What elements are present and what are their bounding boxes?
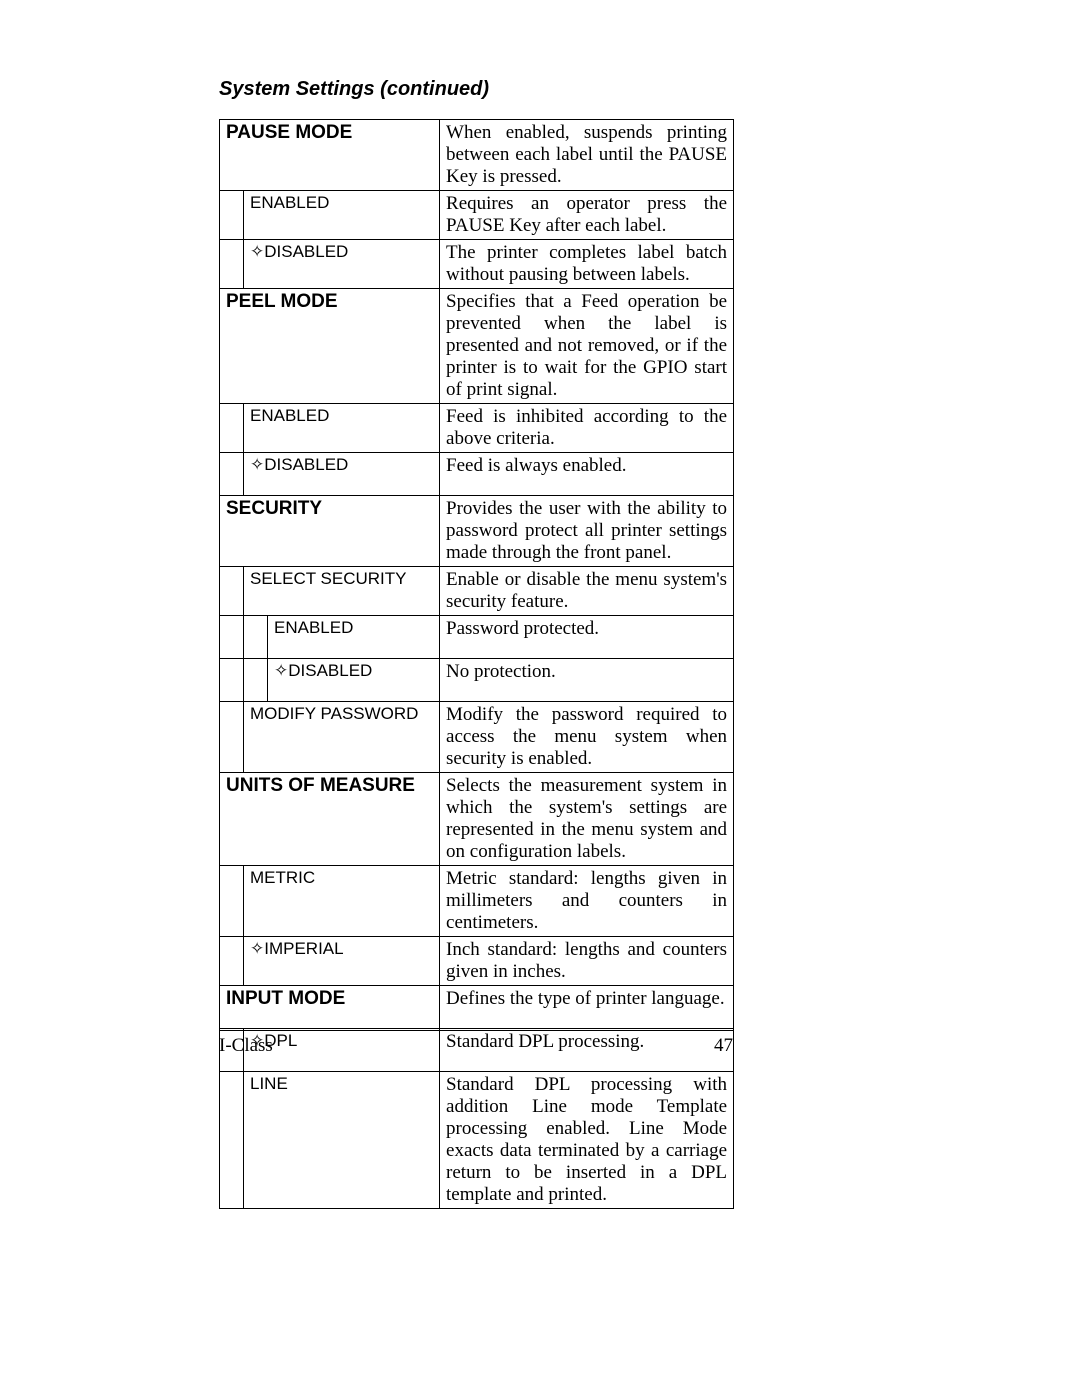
row-security-enabled: ENABLED Password protected. <box>220 616 734 659</box>
peel-disabled-label: ✧DISABLED <box>244 453 440 496</box>
indent-cell <box>220 659 244 702</box>
diamond-icon: ✧ <box>250 242 264 261</box>
row-peel-mode: PEEL MODE Specifies that a Feed operatio… <box>220 289 734 404</box>
footer-rule <box>219 1030 733 1031</box>
indent-cell <box>220 702 244 773</box>
units-desc: Selects the measurement system in which … <box>440 773 734 866</box>
row-modify-password: MODIFY PASSWORD Modify the password requ… <box>220 702 734 773</box>
row-input-mode: INPUT MODE Defines the type of printer l… <box>220 986 734 1029</box>
row-security-disabled: ✧DISABLED No protection. <box>220 659 734 702</box>
row-select-security: SELECT SECURITY Enable or disable the me… <box>220 567 734 616</box>
units-label: UNITS OF MEASURE <box>220 773 440 866</box>
input-mode-label: INPUT MODE <box>220 986 440 1029</box>
modify-password-desc: Modify the password required to access t… <box>440 702 734 773</box>
peel-disabled-desc: Feed is always enabled. <box>440 453 734 496</box>
security-desc: Provides the user with the ability to pa… <box>440 496 734 567</box>
row-peel-disabled: ✧DISABLED Feed is always enabled. <box>220 453 734 496</box>
select-security-label: SELECT SECURITY <box>244 567 440 616</box>
line-label: LINE <box>244 1072 440 1209</box>
page: System Settings (continued) PAUSE MODE W… <box>0 0 1080 1397</box>
indent-cell <box>220 937 244 986</box>
imperial-label: ✧IMPERIAL <box>244 937 440 986</box>
security-disabled-label: ✧DISABLED <box>268 659 440 702</box>
footer-right: 47 <box>714 1035 733 1057</box>
indent-cell <box>220 240 244 289</box>
security-label: SECURITY <box>220 496 440 567</box>
row-security: SECURITY Provides the user with the abil… <box>220 496 734 567</box>
row-pause-enabled: ENABLED Requires an operator press the P… <box>220 191 734 240</box>
peel-mode-desc: Specifies that a Feed operation be preve… <box>440 289 734 404</box>
indent-cell <box>220 191 244 240</box>
pause-mode-label: PAUSE MODE <box>220 120 440 191</box>
diamond-icon: ✧ <box>250 939 264 958</box>
metric-desc: Metric standard: lengths given in millim… <box>440 866 734 937</box>
indent-cell <box>220 404 244 453</box>
input-mode-desc: Defines the type of printer language. <box>440 986 734 1029</box>
footer: I-Class 47 <box>219 1030 733 1057</box>
footer-left: I-Class <box>219 1035 273 1057</box>
pause-enabled-label: ENABLED <box>244 191 440 240</box>
peel-enabled-label: ENABLED <box>244 404 440 453</box>
security-enabled-desc: Password protected. <box>440 616 734 659</box>
peel-mode-label: PEEL MODE <box>220 289 440 404</box>
row-pause-mode: PAUSE MODE When enabled, suspends printi… <box>220 120 734 191</box>
page-title: System Settings (continued) <box>219 78 1080 101</box>
row-peel-enabled: ENABLED Feed is inhibited according to t… <box>220 404 734 453</box>
row-units: UNITS OF MEASURE Selects the measurement… <box>220 773 734 866</box>
pause-enabled-desc: Requires an operator press the PAUSE Key… <box>440 191 734 240</box>
metric-label: METRIC <box>244 866 440 937</box>
row-line: LINE Standard DPL processing with additi… <box>220 1072 734 1209</box>
peel-enabled-desc: Feed is inhibited according to the above… <box>440 404 734 453</box>
line-desc: Standard DPL processing with addition Li… <box>440 1072 734 1209</box>
pause-mode-desc: When enabled, suspends printing between … <box>440 120 734 191</box>
diamond-icon: ✧ <box>250 455 264 474</box>
row-metric: METRIC Metric standard: lengths given in… <box>220 866 734 937</box>
imperial-desc: Inch standard: lengths and counters give… <box>440 937 734 986</box>
pause-disabled-desc: The printer completes label batch withou… <box>440 240 734 289</box>
security-enabled-label: ENABLED <box>268 616 440 659</box>
row-imperial: ✧IMPERIAL Inch standard: lengths and cou… <box>220 937 734 986</box>
indent-cell <box>220 866 244 937</box>
modify-password-label: MODIFY PASSWORD <box>244 702 440 773</box>
indent-cell <box>220 616 244 659</box>
pause-disabled-label: ✧DISABLED <box>244 240 440 289</box>
row-pause-disabled: ✧DISABLED The printer completes label ba… <box>220 240 734 289</box>
indent-cell <box>220 453 244 496</box>
indent-cell-2 <box>244 616 268 659</box>
diamond-icon: ✧ <box>274 661 288 680</box>
select-security-desc: Enable or disable the menu system's secu… <box>440 567 734 616</box>
indent-cell <box>220 567 244 616</box>
indent-cell <box>220 1072 244 1209</box>
security-disabled-desc: No protection. <box>440 659 734 702</box>
indent-cell-2 <box>244 659 268 702</box>
